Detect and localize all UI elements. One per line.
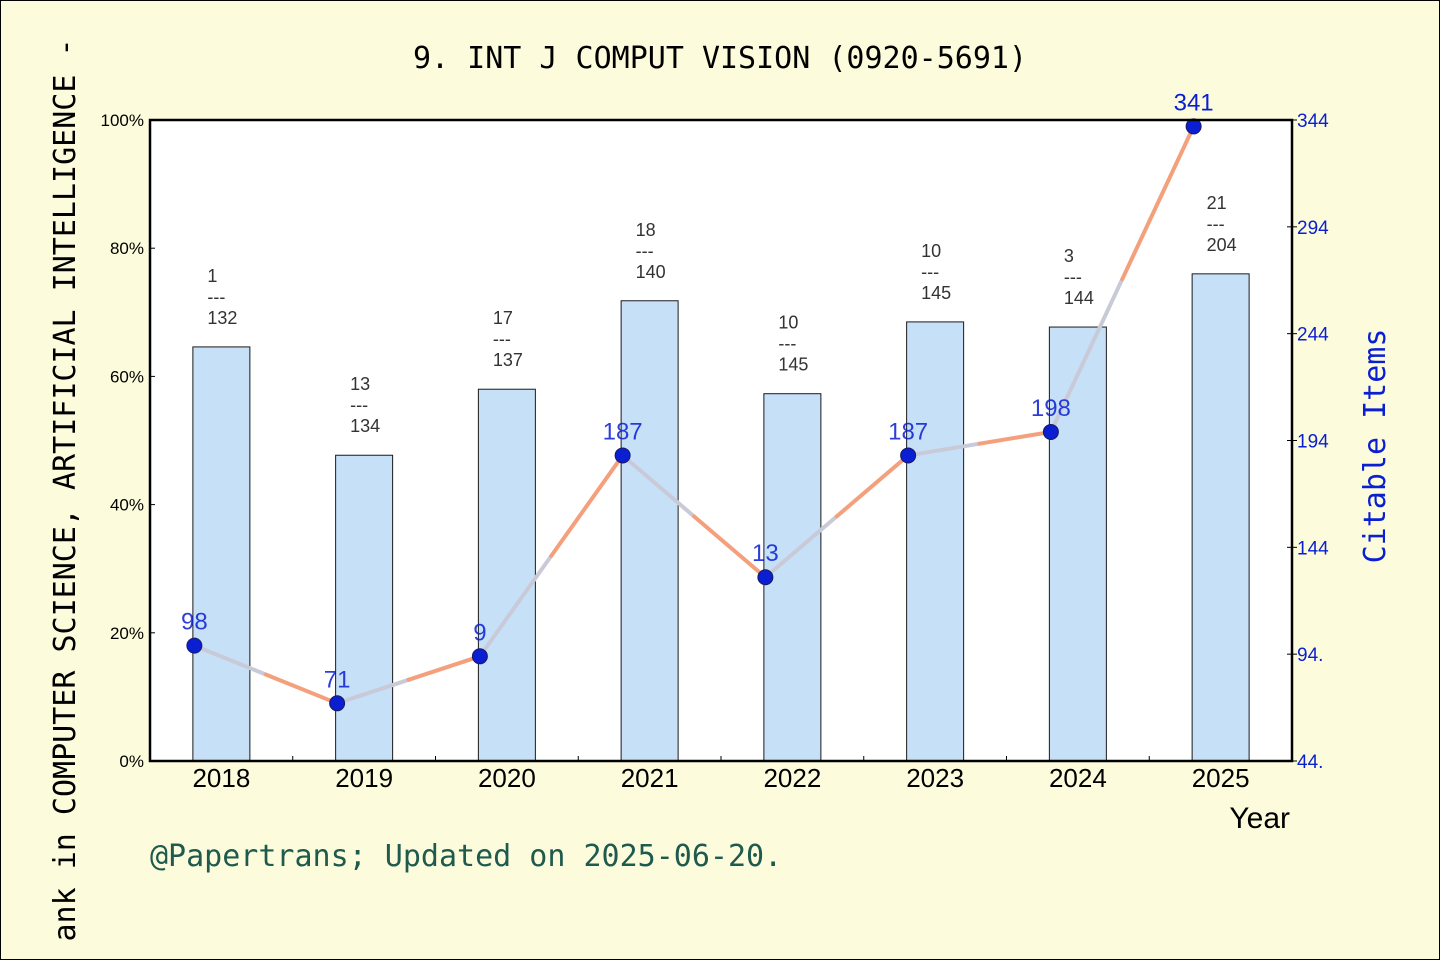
- line-value-label-2021: 187: [603, 418, 643, 445]
- x-tick-label-2025: 2025: [1192, 763, 1250, 793]
- rank-label-2024: 3: [1064, 246, 1074, 266]
- x-tick-label-2023: 2023: [906, 763, 964, 793]
- line-segment: [763, 514, 839, 580]
- left-tick-label: 20%: [110, 624, 144, 643]
- line-value-label-2018: 98: [181, 609, 208, 636]
- line-segment: [1048, 277, 1125, 434]
- line-value-label-2023: 187: [888, 418, 928, 445]
- right-tick-label: 244: [1297, 325, 1329, 346]
- bars-layer: [150, 120, 1292, 762]
- right-tick-label: 344: [1297, 111, 1329, 132]
- x-tick-label-2024: 2024: [1049, 763, 1107, 793]
- x-axis-label: Year: [1229, 802, 1290, 835]
- bar-2022: [763, 393, 822, 762]
- x-tick-label-2020: 2020: [478, 763, 536, 793]
- line-value-label-2020: 9: [473, 619, 486, 646]
- rank-separator-2025: ---: [1207, 214, 1225, 234]
- plot-area: [150, 120, 1292, 761]
- line-value-label-2025: 341: [1174, 89, 1214, 116]
- right-tick-label: 194: [1297, 432, 1329, 453]
- line-segment: [906, 441, 982, 458]
- left-tick-label: 60%: [110, 367, 144, 386]
- bar-2025: [1191, 273, 1250, 762]
- bar-2018: [192, 346, 251, 762]
- rank-separator-2024: ---: [1064, 267, 1082, 287]
- line-point-2023: [900, 447, 917, 464]
- left-tick-label: 80%: [110, 239, 144, 258]
- line-segment: [406, 654, 482, 682]
- bar-2021: [620, 300, 679, 762]
- labels-layer: 1---13213---13417---13718---14010---1451…: [181, 89, 1237, 693]
- axes-layer: 0% 20% 40% 60% 80% 100% 44. 94. 144 194 244 294 344 2…: [101, 111, 1330, 793]
- line-value-label-2024: 198: [1031, 395, 1071, 422]
- rank-total-2022: 145: [778, 355, 808, 375]
- line-value-label-2022: 13: [752, 540, 779, 567]
- bar-2019: [335, 454, 394, 762]
- chart-title: 9. INT J COMPUT VISION (0920-5691): [413, 41, 1027, 76]
- rank-separator-2020: ---: [493, 329, 511, 349]
- rank-label-2025: 21: [1207, 193, 1227, 213]
- line-segment: [263, 672, 340, 706]
- right-tick-label: 44.: [1297, 752, 1323, 773]
- left-tick-label: 0%: [119, 752, 144, 771]
- rank-total-2020: 137: [493, 350, 523, 370]
- x-tick-label-2019: 2019: [335, 763, 393, 793]
- line-point-2020: [471, 648, 488, 665]
- line-point-2021: [614, 447, 631, 464]
- x-tick-label-2022: 2022: [763, 763, 821, 793]
- rank-separator-2018: ---: [207, 287, 225, 307]
- line-segment: [1120, 124, 1196, 282]
- right-axis-label: Citable Items: [1358, 329, 1393, 564]
- rank-total-2024: 144: [1064, 288, 1094, 308]
- rank-separator-2021: ---: [636, 241, 654, 261]
- rank-label-2018: 1: [207, 266, 217, 286]
- left-axis-label: ank in COMPUTER SCIENCE, ARTIFICIAL INTE…: [48, 38, 83, 941]
- rank-separator-2019: ---: [350, 395, 368, 415]
- footer-credit: @Papertrans; Updated on 2025-06-20.: [150, 839, 782, 874]
- rank-total-2021: 140: [636, 262, 666, 282]
- line-point-2018: [186, 637, 203, 654]
- line-point-2024: [1042, 423, 1059, 440]
- bar-2023: [906, 321, 965, 762]
- line-segment: [620, 453, 696, 519]
- rank-total-2023: 145: [921, 283, 951, 303]
- rank-total-2019: 134: [350, 416, 380, 436]
- rank-total-2025: 204: [1207, 235, 1237, 255]
- line-segment: [977, 429, 1053, 446]
- line-point-2022: [757, 569, 774, 586]
- rank-label-2023: 10: [921, 241, 941, 261]
- right-tick-label: 144: [1297, 538, 1329, 559]
- line-segment: [549, 453, 625, 558]
- left-tick-label: 40%: [110, 496, 144, 515]
- line-segment: [477, 553, 554, 659]
- bar-2020: [477, 388, 536, 762]
- right-tick-label: 294: [1297, 218, 1329, 239]
- left-tick-label: 100%: [101, 111, 144, 130]
- x-tick-label-2018: 2018: [192, 763, 250, 793]
- line-segment: [834, 453, 911, 519]
- rank-label-2020: 17: [493, 308, 513, 328]
- x-tick-label-2021: 2021: [621, 763, 679, 793]
- rank-label-2022: 10: [778, 313, 798, 333]
- rank-separator-2022: ---: [778, 334, 796, 354]
- rank-label-2021: 18: [636, 220, 656, 240]
- right-tick-label: 94.: [1297, 645, 1323, 666]
- line-segment: [692, 514, 768, 580]
- line-point-2019: [329, 695, 346, 712]
- rank-total-2018: 132: [207, 308, 237, 328]
- rank-separator-2023: ---: [921, 262, 939, 282]
- rank-label-2019: 13: [350, 374, 370, 394]
- line-segment: [335, 677, 411, 706]
- bar-2024: [1048, 326, 1107, 762]
- line-segment: [192, 643, 268, 677]
- line-layer: [186, 118, 1202, 712]
- line-value-label-2019: 71: [324, 666, 351, 693]
